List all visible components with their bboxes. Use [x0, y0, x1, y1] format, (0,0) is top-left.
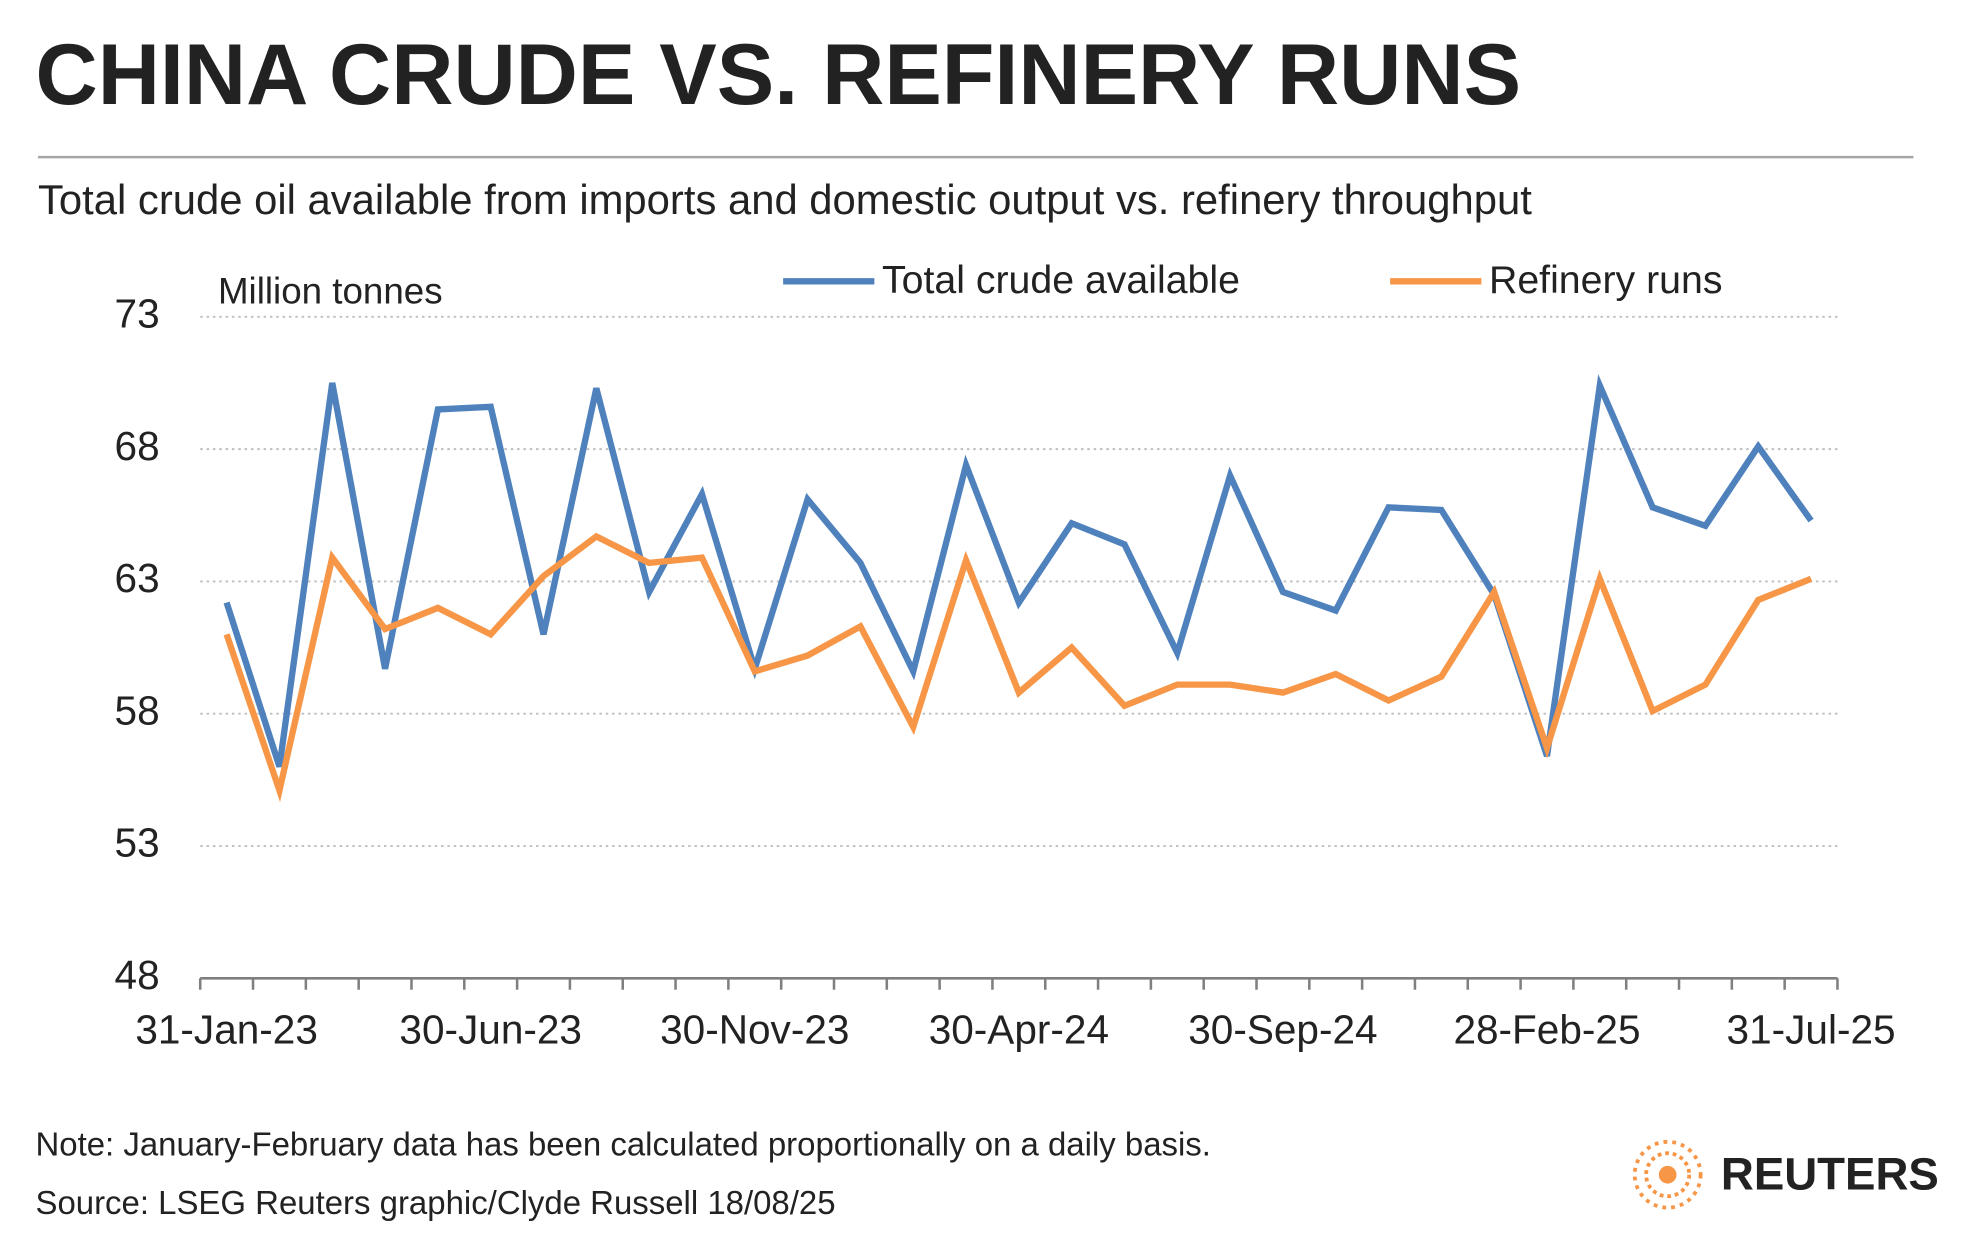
chart-subtitle: Total crude oil available from imports a… [38, 176, 1532, 223]
x-tick-label: 30-Nov-23 [660, 1007, 849, 1053]
logo-ring [1644, 1151, 1692, 1199]
x-tick-label: 28-Feb-25 [1453, 1007, 1640, 1053]
logo-text: REUTERS [1721, 1148, 1939, 1199]
y-axis-label: Million tonnes [218, 271, 443, 312]
x-tick-label: 30-Sep-24 [1188, 1007, 1377, 1053]
logo-ring [1632, 1139, 1703, 1210]
x-tick-label: 31-Jan-23 [135, 1007, 318, 1053]
logo-dot [1658, 1165, 1677, 1184]
series-line [223, 532, 1813, 803]
source: Source: LSEG Reuters graphic/Clyde Russe… [35, 1184, 835, 1221]
legend-label: Refinery runs [1489, 258, 1723, 302]
x-tick-label: 31-Jul-25 [1727, 1007, 1896, 1053]
y-tick-label: 68 [115, 423, 160, 469]
logo-mark [1632, 1139, 1703, 1210]
y-tick-label: 53 [115, 820, 160, 866]
y-tick-label: 63 [115, 555, 160, 601]
chart-title: CHINA CRUDE VS. REFINERY RUNS [35, 27, 1521, 123]
x-tick-label: 30-Jun-23 [399, 1007, 582, 1053]
y-tick-label: 58 [115, 687, 160, 733]
y-tick-label: 73 [115, 291, 160, 337]
legend-label: Total crude available [882, 258, 1240, 302]
x-tick-label: 30-Apr-24 [929, 1007, 1109, 1053]
y-tick-label: 48 [115, 952, 160, 998]
note: Note: January-February data has been cal… [35, 1126, 1210, 1163]
